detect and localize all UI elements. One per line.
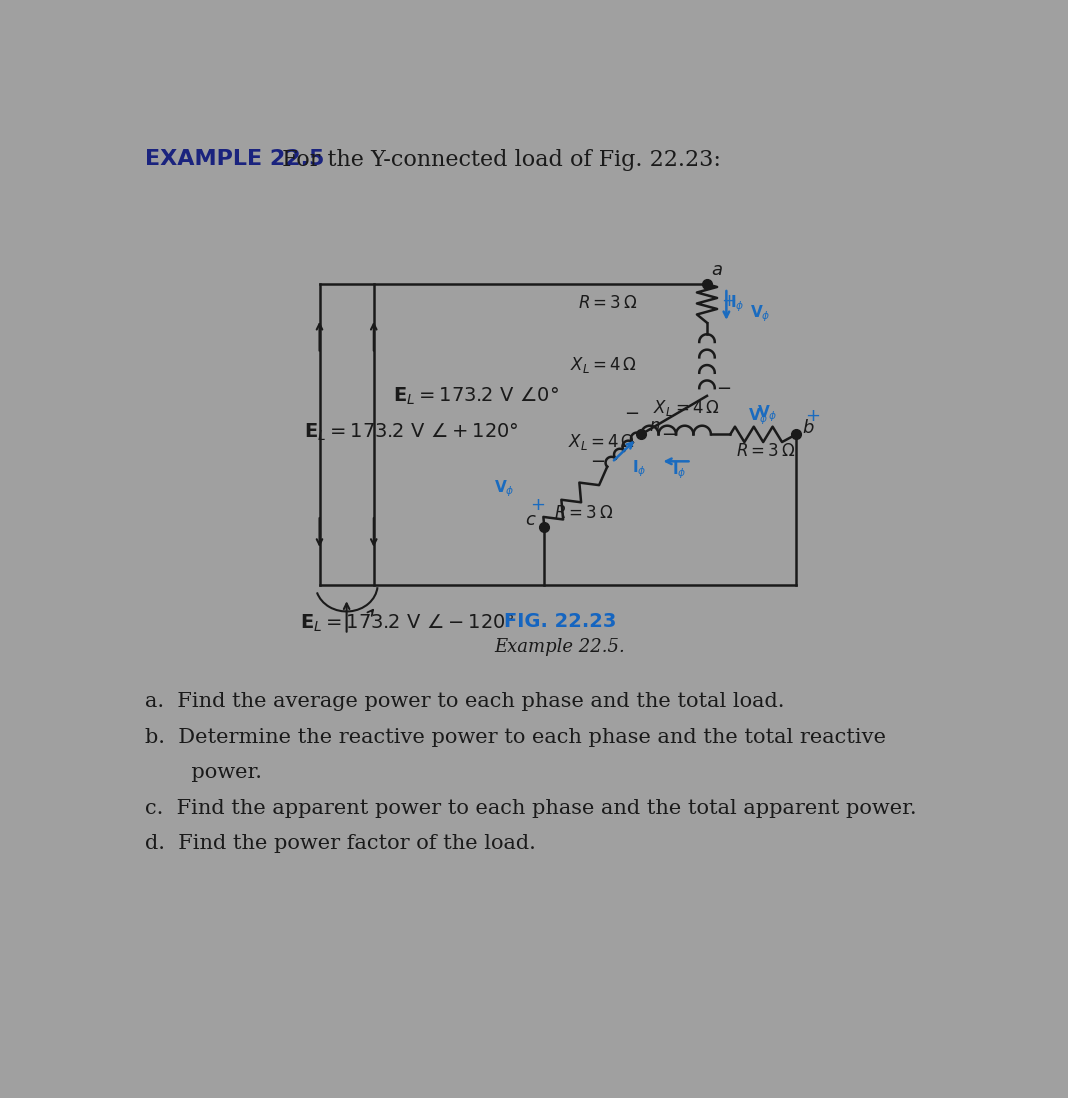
Text: $\mathbf{V}_\phi$: $\mathbf{V}_\phi$ — [493, 479, 515, 498]
Text: $\mathbf{V}_\phi$: $\mathbf{V}_\phi$ — [750, 303, 770, 324]
Text: c.  Find the apparent power to each phase and the total apparent power.: c. Find the apparent power to each phase… — [145, 798, 916, 818]
Text: EXAMPLE 22.5: EXAMPLE 22.5 — [145, 149, 325, 169]
Text: $+$: $+$ — [531, 496, 546, 514]
Text: $-$: $-$ — [660, 424, 676, 442]
Text: power.: power. — [145, 763, 262, 782]
Text: $R = 3\,\Omega$: $R = 3\,\Omega$ — [554, 504, 613, 523]
Text: b.  Determine the reactive power to each phase and the total reactive: b. Determine the reactive power to each … — [145, 728, 886, 747]
Text: $c$: $c$ — [524, 512, 536, 529]
Text: d.  Find the power factor of the load.: d. Find the power factor of the load. — [145, 834, 536, 853]
Text: $-$: $-$ — [717, 378, 732, 396]
Text: $\mathbf{I}_\phi$: $\mathbf{I}_\phi$ — [632, 458, 646, 479]
Text: $n$: $n$ — [649, 417, 660, 435]
Text: $R = 3\,\Omega$: $R = 3\,\Omega$ — [578, 294, 638, 313]
Text: For the Y-connected load of Fig. 22.23:: For the Y-connected load of Fig. 22.23: — [274, 149, 721, 171]
Text: $\mathbf{V}_\phi$: $\mathbf{V}_\phi$ — [757, 404, 778, 424]
Text: $a$: $a$ — [711, 261, 723, 279]
Text: $+$: $+$ — [805, 406, 820, 425]
Text: FIG. 22.23: FIG. 22.23 — [504, 612, 616, 631]
Text: $\mathbf{V}_\phi$: $\mathbf{V}_\phi$ — [748, 406, 768, 427]
Text: $+$: $+$ — [721, 292, 736, 310]
Text: $\mathbf{I}_\phi$: $\mathbf{I}_\phi$ — [672, 460, 687, 481]
Text: $X_L = 4\,\Omega$: $X_L = 4\,\Omega$ — [570, 355, 638, 376]
Text: $\mathbf{E}_L = 173.2\ \mathrm{V}\ \angle-120°$: $\mathbf{E}_L = 173.2\ \mathrm{V}\ \angl… — [300, 613, 515, 634]
Text: $X_L = 4\,\Omega$: $X_L = 4\,\Omega$ — [653, 397, 720, 418]
Text: $\mathbf{E}_L = 173.2\ \mathrm{V}\ \angle+120°$: $\mathbf{E}_L = 173.2\ \mathrm{V}\ \angl… — [304, 422, 519, 442]
Text: a.  Find the average power to each phase and the total load.: a. Find the average power to each phase … — [145, 693, 785, 712]
Text: $-$: $-$ — [591, 451, 606, 469]
Text: $b$: $b$ — [802, 418, 815, 437]
Text: Example 22.5.: Example 22.5. — [494, 638, 625, 657]
Text: $-$: $-$ — [624, 403, 640, 422]
Text: $X_L = 4\,\Omega$: $X_L = 4\,\Omega$ — [568, 432, 635, 451]
Text: $\mathbf{I}_\phi$: $\mathbf{I}_\phi$ — [731, 293, 744, 314]
Text: $R = 3\,\Omega$: $R = 3\,\Omega$ — [736, 441, 796, 460]
Text: $\mathbf{E}_L = 173.2\ \mathrm{V}\ \angle 0°$: $\mathbf{E}_L = 173.2\ \mathrm{V}\ \angl… — [393, 385, 560, 406]
